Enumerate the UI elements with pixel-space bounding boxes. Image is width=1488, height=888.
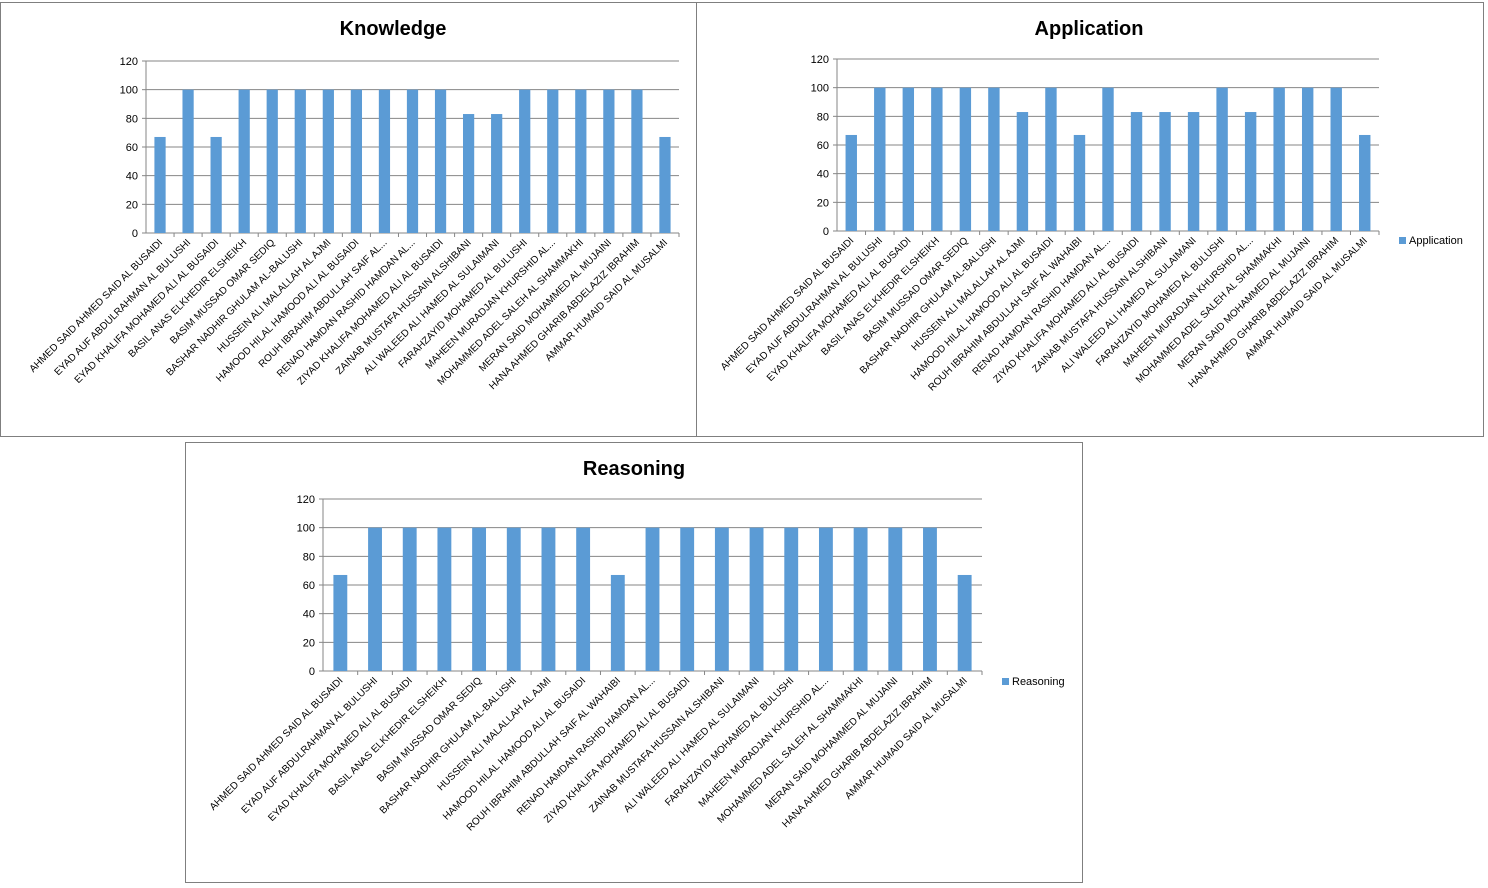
application-bar (1045, 87, 1057, 232)
reasoning-bar (749, 527, 764, 671)
reasoning-category-label: EYAD AUF ABDULRAHMAN AL BULUSHI (240, 675, 381, 816)
application-bar (874, 87, 886, 232)
reasoning-y-tick-label: 100 (297, 523, 315, 535)
reasoning-bar (368, 527, 382, 671)
application-bar (1273, 87, 1285, 232)
reasoning-y-tick-label: 0 (309, 666, 315, 678)
reasoning-title: Reasoning (583, 458, 685, 480)
reasoning-y-tick-label: 80 (303, 551, 315, 563)
knowledge-bar (434, 89, 447, 234)
knowledge-bar (575, 89, 587, 234)
knowledge-y-tick-label: 20 (126, 199, 138, 211)
knowledge-bar (462, 114, 475, 233)
knowledge-bar (322, 89, 334, 234)
application-bar (931, 87, 943, 232)
application-bar (1073, 134, 1086, 231)
reasoning-bar (610, 574, 625, 671)
reasoning-chart: Reasoning 0 20 40 60 80 100 120 AHMED SAID AHMED… (208, 458, 1065, 833)
knowledge-bar (210, 136, 222, 233)
knowledge-y-tick-label: 120 (120, 56, 138, 68)
knowledge-y-tick-label: 100 (120, 85, 138, 97)
reasoning-category-label: FARAHZAYID MOHAMED AL BULUSHI (663, 675, 796, 808)
reasoning-y-tick-label: 20 (303, 637, 315, 649)
reasoning-bar (923, 527, 937, 671)
application-bar (1301, 87, 1314, 232)
application-bar (1244, 112, 1257, 231)
knowledge-chart-panel: Knowledge 0 20 40 60 80 100 120 AHMED SAID AHMED… (0, 2, 697, 437)
application-bar (959, 87, 972, 232)
reasoning-bar (645, 527, 660, 671)
application-y-tick-label: 40 (817, 169, 829, 181)
reasoning-legend-swatch (1002, 678, 1009, 685)
reasoning-bar (818, 527, 833, 671)
application-y-tick-label: 0 (823, 226, 829, 238)
application-bar (1187, 112, 1200, 231)
reasoning-bar (576, 527, 591, 671)
knowledge-title: Knowledge (340, 18, 447, 40)
knowledge-bar (659, 136, 671, 233)
application-bar (902, 87, 915, 232)
reasoning-bar (541, 527, 556, 671)
knowledge-bar (491, 114, 503, 233)
reasoning-y-tick-label: 40 (303, 609, 315, 621)
knowledge-bar (631, 89, 643, 234)
reasoning-bar (957, 574, 972, 671)
knowledge-bar (406, 89, 419, 234)
application-bar (1216, 87, 1228, 232)
reasoning-bar (680, 527, 695, 671)
reasoning-chart-panel: Reasoning 0 20 40 60 80 100 120 AHMED SAID AHMED… (185, 442, 1083, 883)
application-bar (1330, 87, 1342, 232)
application-bar (1102, 87, 1114, 232)
reasoning-bar (714, 527, 729, 671)
knowledge-y-tick-label: 60 (126, 142, 138, 154)
reasoning-category-label: MAHEEN MURADJAN KHURSHID AL... (697, 675, 831, 809)
reasoning-category-label: AHMED SAID AHMED SAID AL BUSAIDI (208, 675, 346, 813)
application-category-label: MERAN SAID MOHAMMED AL MUJAINI (1176, 235, 1313, 372)
knowledge-y-tick-label: 0 (132, 228, 138, 240)
application-y-tick-label: 120 (811, 54, 829, 66)
knowledge-bar (547, 89, 559, 234)
application-bar (1016, 112, 1029, 231)
application-bar (1130, 112, 1143, 231)
application-y-tick-label: 20 (817, 197, 829, 209)
reasoning-bar (888, 527, 903, 671)
application-title: Application (1035, 18, 1144, 40)
knowledge-bar (154, 136, 166, 233)
application-bar (1359, 134, 1371, 231)
knowledge-y-tick-label: 40 (126, 171, 138, 183)
reasoning-bar (333, 574, 348, 671)
knowledge-bar (350, 89, 363, 234)
knowledge-bar (294, 89, 306, 234)
application-y-tick-label: 80 (817, 111, 829, 123)
reasoning-legend-label: Reasoning (1012, 676, 1065, 688)
reasoning-y-tick-label: 120 (297, 494, 315, 506)
reasoning-bar (472, 527, 487, 671)
application-y-tick-label: 60 (817, 140, 829, 152)
knowledge-bar (182, 89, 194, 234)
reasoning-category-label: MERAN SAID MOHAMMED AL MUJAINI (764, 675, 901, 812)
application-chart-panel: Application 0 20 40 60 80 100 120 AHMED SAID AHM… (696, 2, 1484, 437)
application-bar (988, 87, 1000, 232)
application-y-tick-label: 100 (811, 83, 829, 95)
application-bar (1159, 112, 1171, 231)
reasoning-bar (402, 527, 417, 671)
reasoning-bar (506, 527, 521, 671)
application-bar (845, 134, 857, 231)
knowledge-y-tick-label: 80 (126, 113, 138, 125)
application-legend-swatch (1399, 237, 1406, 244)
knowledge-bar (519, 89, 531, 234)
knowledge-bar (378, 89, 391, 234)
reasoning-bar (784, 527, 799, 671)
reasoning-y-tick-label: 60 (303, 580, 315, 592)
reasoning-bar (853, 527, 868, 671)
reasoning-bar (437, 527, 452, 671)
application-legend-label: Application (1409, 235, 1463, 247)
knowledge-bar (266, 89, 278, 234)
knowledge-bar (603, 89, 615, 234)
reasoning-category-label: AMMAR HUMAID SAID AL MUSALMI (843, 675, 970, 802)
knowledge-bar (238, 89, 250, 234)
